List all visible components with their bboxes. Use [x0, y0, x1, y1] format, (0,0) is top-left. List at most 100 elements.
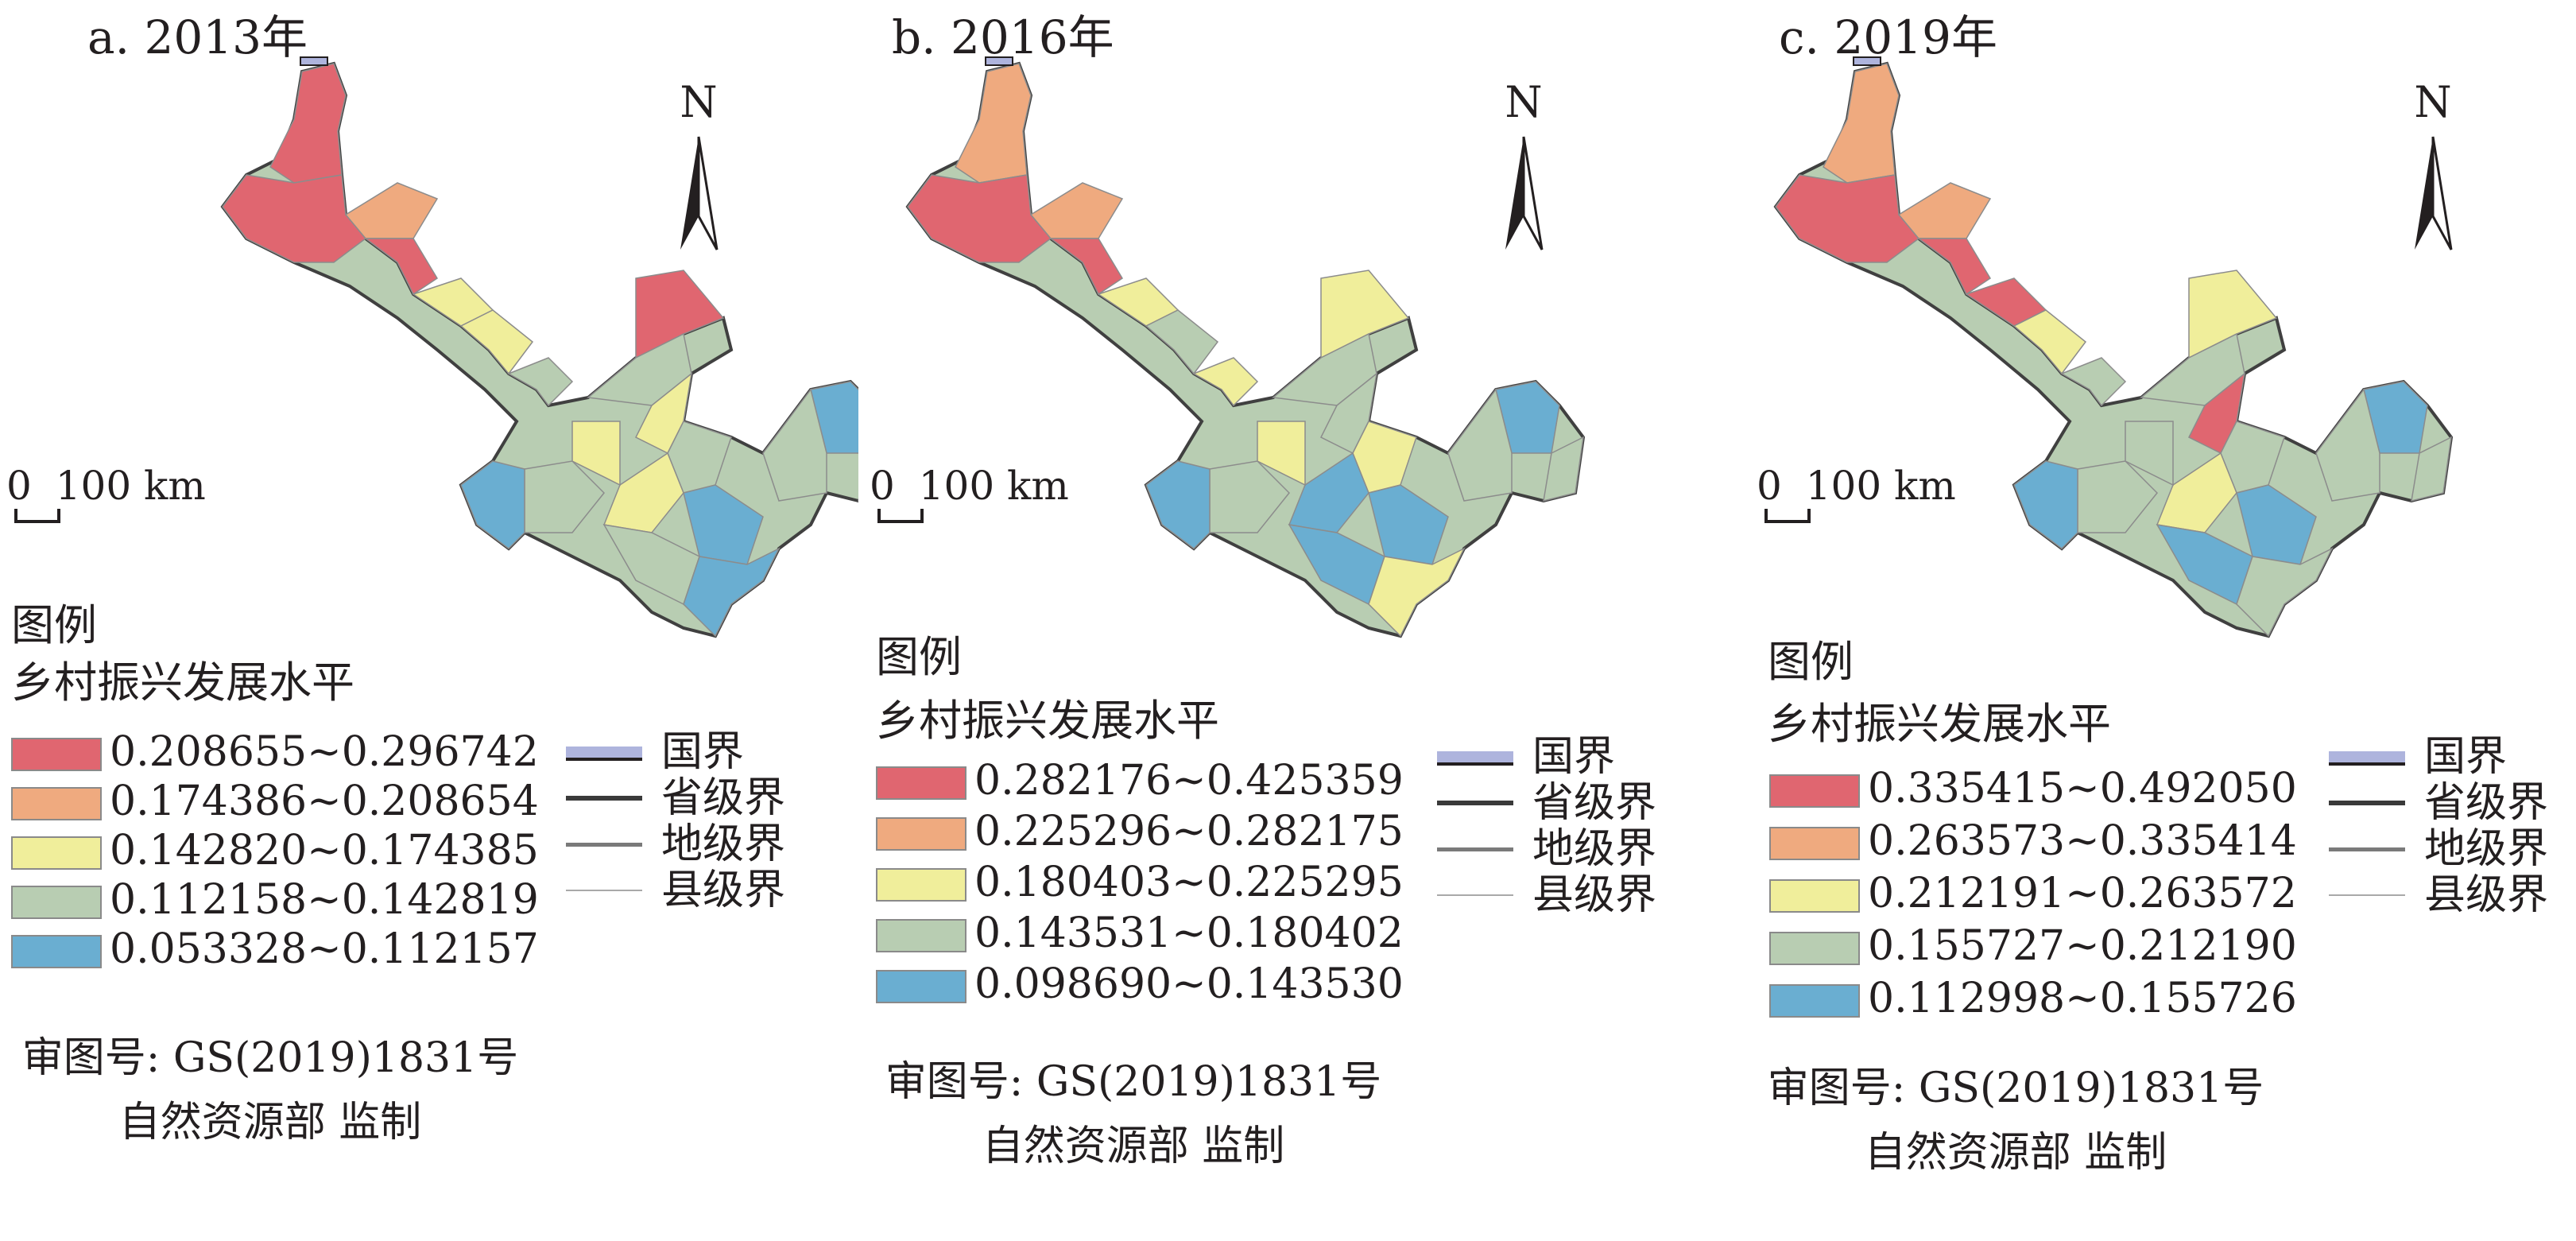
legend-boundary-label: 地级界 — [661, 820, 786, 868]
panel-title: c. 2019年 — [1779, 10, 1997, 64]
county-region — [683, 484, 764, 565]
legend-subtitle: 乡村振兴发展水平 — [876, 696, 1219, 746]
legend-class-label: 0.212191~0.263572 — [1868, 870, 2297, 917]
map-panel-2016: b. 2016年 N 0 100 km 图例 乡村振兴发展水平 0.282176… — [860, 0, 1718, 1241]
north-arrow-icon — [2415, 136, 2453, 250]
scale-label: 100 km — [55, 463, 206, 509]
legend-swatch — [876, 970, 966, 1003]
county-region — [1192, 357, 1259, 407]
county-region — [1368, 484, 1449, 565]
legend-swatch — [876, 817, 966, 851]
legend-swatch — [1769, 984, 1860, 1018]
credit-line-1: 审图号: GS(2019)1831号 — [1767, 1065, 2264, 1112]
county-region — [2315, 388, 2380, 502]
county-region — [2236, 484, 2317, 565]
county-region — [2411, 436, 2452, 502]
legend-subtitle: 乡村振兴发展水平 — [1768, 699, 2111, 749]
legend-boundary-label: 省级界 — [1532, 779, 1657, 827]
scale-bar: 0 100 km — [6, 463, 206, 523]
north-label: N — [680, 77, 718, 127]
prefecture-boundary-icon — [1437, 847, 1513, 851]
county-region — [1145, 460, 1211, 549]
national-boundary-icon — [1437, 751, 1513, 766]
panel-title: a. 2013年 — [87, 10, 308, 64]
county-region — [955, 63, 1032, 184]
county-region — [1257, 421, 1306, 487]
county-boundary-icon — [1437, 894, 1513, 896]
legend-swatch — [876, 766, 966, 800]
county-region — [762, 388, 827, 502]
scale-line — [1764, 509, 1811, 523]
legend-boundary-label: 地级界 — [2424, 825, 2549, 873]
legend-boundary-label: 国界 — [661, 728, 745, 776]
county-region — [2188, 270, 2278, 359]
legend-class-label: 0.174386~0.208654 — [110, 778, 539, 825]
national-boundary-mark — [985, 56, 1013, 66]
legend-boundary-label: 县级界 — [1532, 871, 1657, 919]
legend-class-label: 0.155727~0.212190 — [1868, 922, 2297, 970]
county-region — [1145, 309, 1219, 375]
north-arrow-icon — [680, 136, 719, 250]
county-region — [1029, 182, 1124, 239]
county-region — [587, 332, 692, 406]
legend-swatch — [876, 919, 966, 952]
legend-class-label: 0.263573~0.335414 — [1868, 817, 2297, 865]
scale-zero: 0 — [1757, 463, 1782, 509]
legend-boundary-label: 省级界 — [2424, 779, 2549, 827]
map-credit: 审图号: GS(2019)1831号 自然资源部 监制 — [0, 1024, 548, 1148]
legend-subtitle: 乡村振兴发展水平 — [11, 657, 354, 708]
county-region — [1272, 332, 1377, 406]
map-credit: 审图号: GS(2019)1831号 自然资源部 监制 — [855, 1048, 1412, 1172]
legend-swatch — [11, 787, 102, 820]
county-region — [1447, 388, 1513, 502]
county-region — [2156, 452, 2237, 533]
county-region — [460, 460, 525, 549]
scale-label: 100 km — [1805, 463, 1956, 509]
county-region — [1368, 547, 1466, 638]
choropleth-map — [905, 56, 1586, 638]
county-region — [269, 63, 347, 184]
prefecture-boundary-icon — [2329, 847, 2405, 851]
county-boundary-icon — [566, 890, 642, 891]
legend-swatch — [1769, 932, 1860, 965]
choropleth-map — [220, 56, 858, 638]
county-region — [1775, 174, 1920, 263]
county-region — [459, 309, 534, 375]
scale-line — [877, 509, 924, 523]
county-region — [2012, 309, 2087, 375]
credit-line-1: 审图号: GS(2019)1831号 — [885, 1058, 1382, 1106]
county-region — [222, 174, 367, 263]
panel-title: b. 2016年 — [892, 10, 1114, 64]
county-region — [1823, 63, 1900, 184]
county-region — [635, 270, 725, 359]
legend-class-label: 0.208655~0.296742 — [110, 728, 539, 776]
legend-class-label: 0.142820~0.174385 — [110, 827, 539, 875]
credit-line-2: 自然资源部 监制 — [1864, 1129, 2167, 1177]
county-region — [571, 421, 621, 487]
county-region — [2060, 357, 2127, 407]
credit-line-2: 自然资源部 监制 — [118, 1099, 422, 1146]
map-credit: 审图号: GS(2019)1831号 自然资源部 监制 — [1737, 1054, 2294, 1178]
provincial-boundary-icon — [1437, 801, 1513, 805]
scale-zero: 0 — [870, 463, 895, 509]
legend-class-label: 0.143531~0.180402 — [974, 909, 1404, 957]
county-region — [363, 238, 439, 296]
county-region — [507, 357, 574, 407]
legend-boundary-label: 国界 — [1532, 733, 1616, 781]
provincial-boundary-icon — [566, 796, 642, 801]
credit-line-1: 审图号: GS(2019)1831号 — [21, 1034, 519, 1082]
legend-swatch — [11, 886, 102, 919]
scale-zero: 0 — [6, 463, 32, 509]
choropleth-map — [1773, 56, 2454, 638]
national-boundary-icon — [566, 747, 642, 761]
provincial-boundary-icon — [2329, 801, 2405, 805]
legend-class-label: 0.335415~0.492050 — [1868, 765, 2297, 812]
legend-swatch — [1769, 774, 1860, 808]
county-region — [1320, 270, 1410, 359]
county-boundary-icon — [2329, 894, 2405, 896]
national-boundary-mark — [1853, 56, 1881, 66]
county-region — [2236, 547, 2334, 638]
county-region — [1048, 238, 1124, 296]
legend-boundary-label: 县级界 — [661, 867, 786, 914]
county-region — [1288, 452, 1369, 533]
